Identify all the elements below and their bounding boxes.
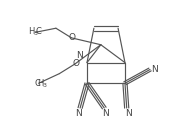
Text: N: N	[151, 65, 158, 74]
Text: 3: 3	[42, 83, 46, 88]
Text: C: C	[34, 79, 40, 88]
Text: H: H	[38, 79, 44, 88]
Text: O: O	[69, 33, 76, 42]
Text: N: N	[103, 109, 109, 118]
Text: N: N	[125, 109, 132, 118]
Text: N: N	[75, 109, 82, 118]
Text: O: O	[72, 59, 79, 68]
Text: 3: 3	[34, 31, 38, 36]
Text: C: C	[35, 27, 41, 36]
Text: N: N	[76, 51, 83, 59]
Text: H: H	[29, 27, 35, 36]
